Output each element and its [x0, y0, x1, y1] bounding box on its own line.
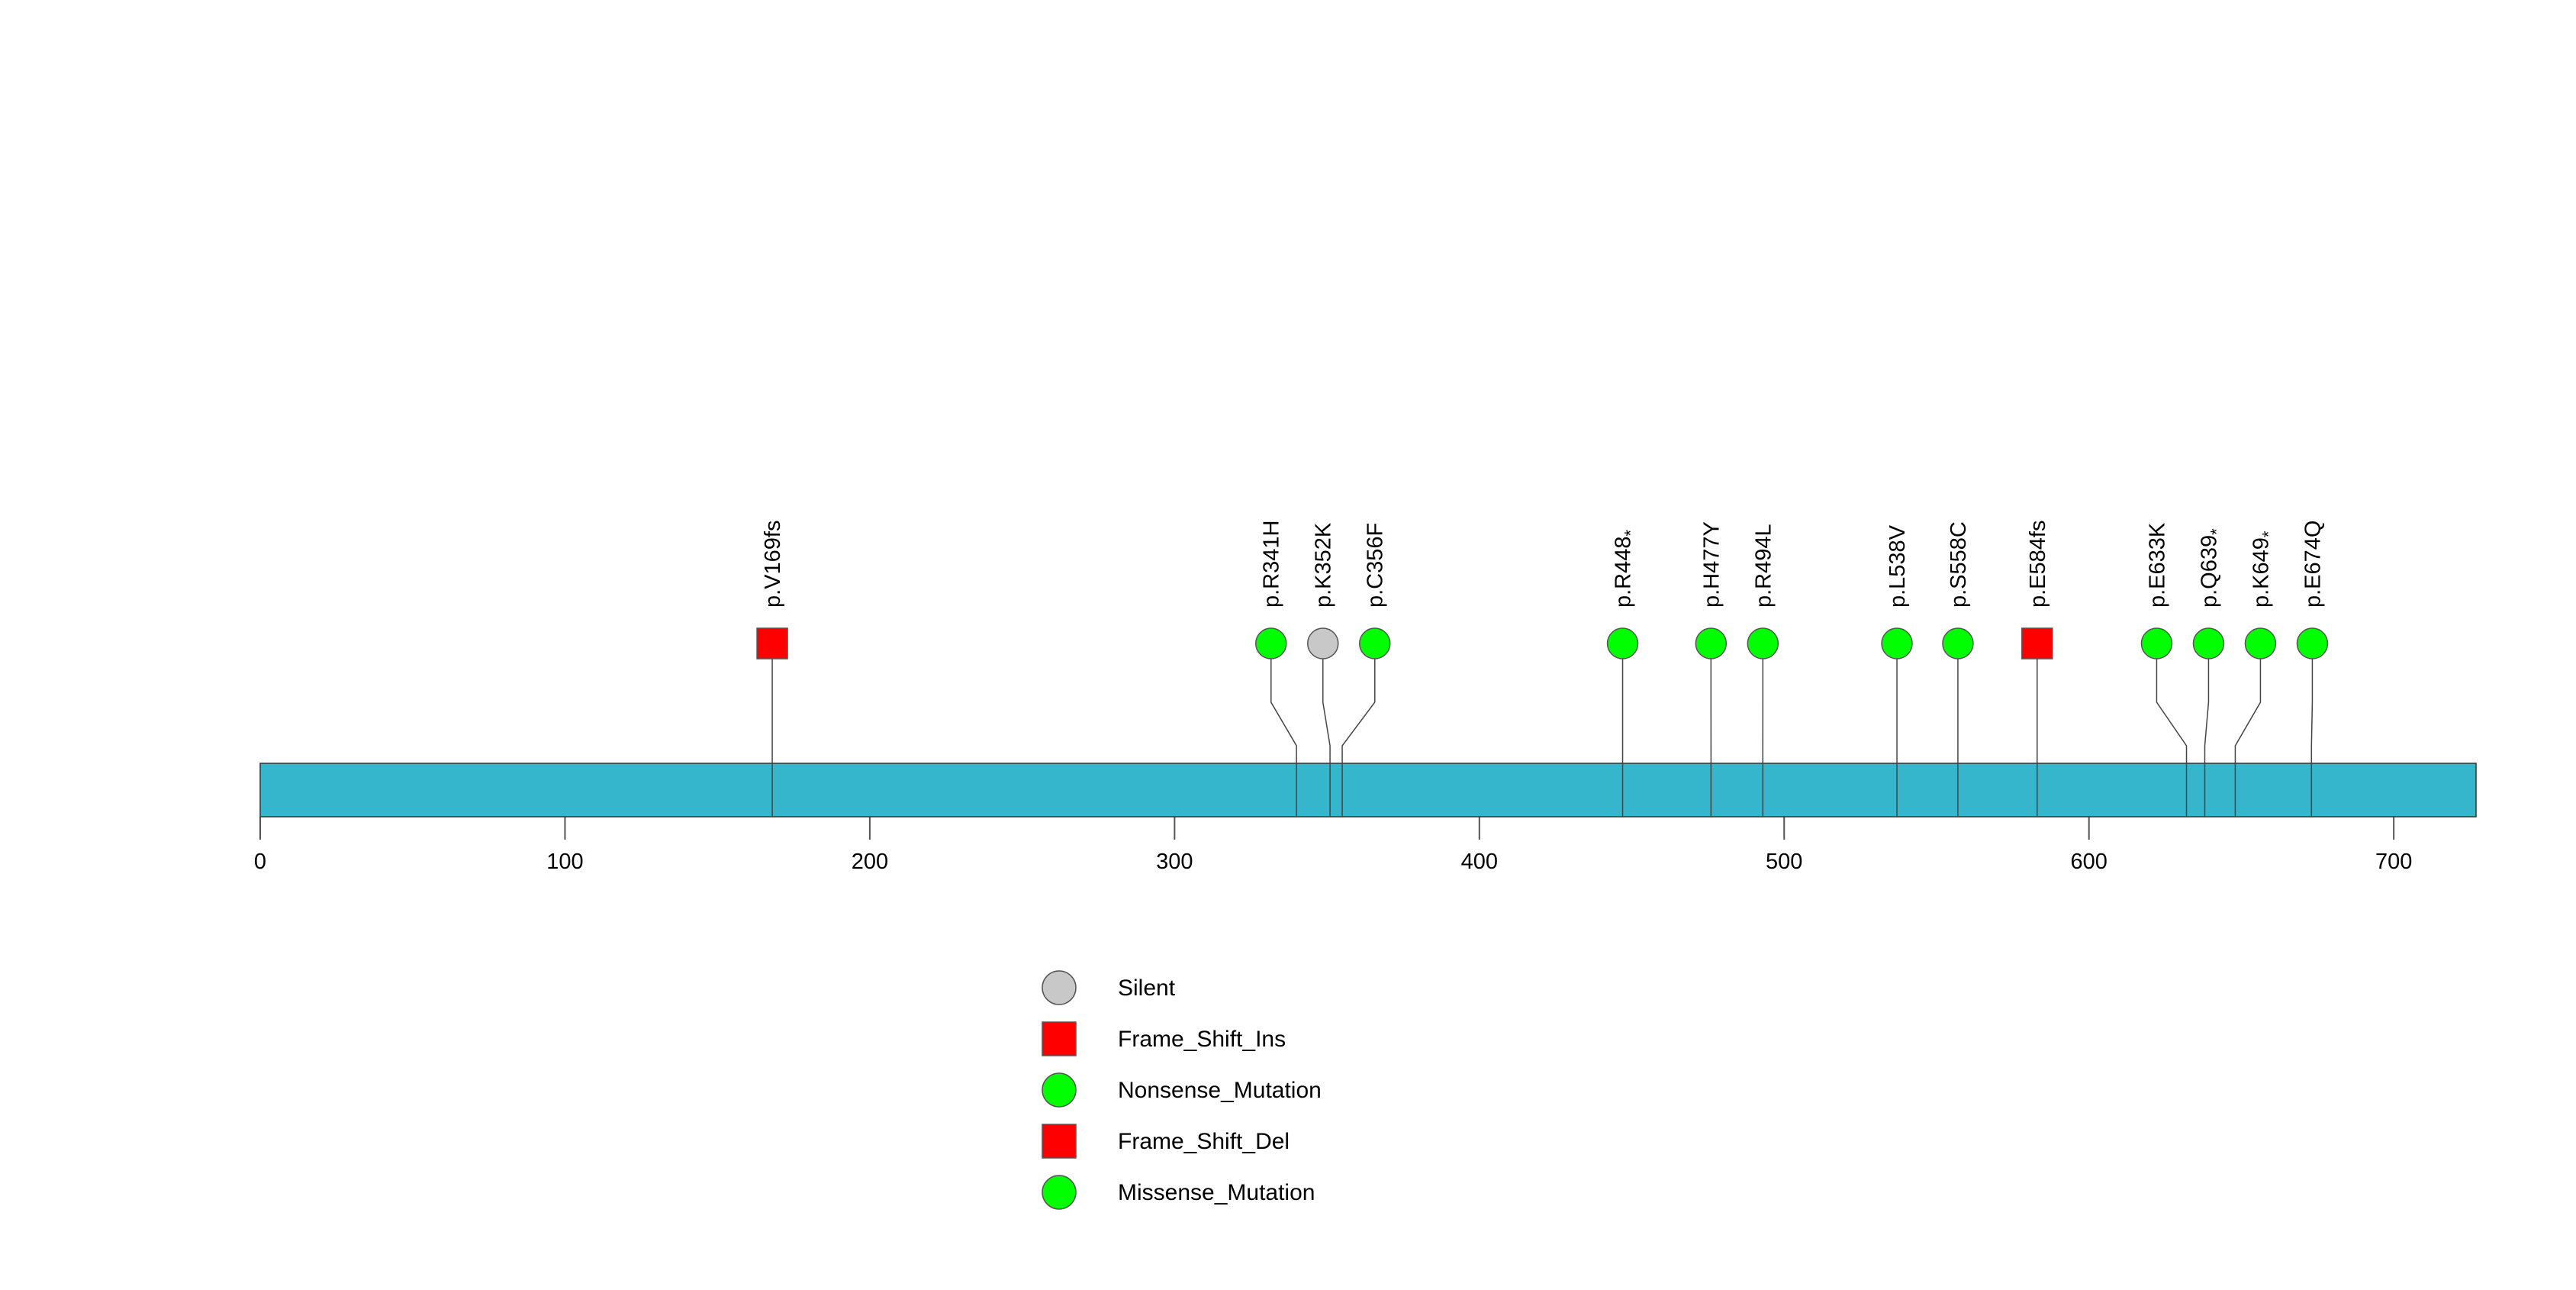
label-text-p-r341h: p.R341H	[1260, 521, 1284, 608]
label-stop-mark-p-k649-stop: *	[2259, 531, 2278, 537]
label-text-p-s558c: p.S558C	[1946, 521, 1971, 608]
stem-p-k352k	[1322, 659, 1331, 817]
legend-label-nonsense-mutation: Nonsense_Mutation	[1118, 1078, 1322, 1103]
label-text-p-k649-stop: p.K649	[2249, 537, 2273, 608]
label-stop-mark-p-r448-stop: *	[1621, 529, 1641, 536]
legend-swatch-nonsense-mutation	[1042, 1072, 1077, 1108]
marker-p-e584fs	[2021, 627, 2053, 660]
marker-p-l538v	[1881, 627, 1913, 660]
x-tick-label-500: 500	[1766, 850, 1802, 874]
label-text-p-e584fs: p.E584fs	[2026, 521, 2050, 608]
label-text-p-h477y: p.H477Y	[1699, 521, 1724, 608]
marker-p-k649-stop	[2244, 627, 2277, 660]
legend-swatch-frame-shift-ins	[1042, 1021, 1077, 1056]
label-stop-mark-p-q639-stop: *	[2207, 528, 2226, 535]
stem-p-e674q	[2310, 659, 2314, 817]
marker-p-r448-stop	[1606, 627, 1639, 660]
label-p-r448-stop: p.R448*	[1612, 529, 1641, 608]
mutation-markers	[756, 627, 2329, 660]
marker-p-h477y	[1695, 627, 1728, 660]
label-text-p-q639-stop: p.Q639	[2197, 535, 2221, 608]
x-tick-label-300: 300	[1156, 850, 1193, 874]
stem-p-q639-stop	[2204, 659, 2210, 817]
legend-swatch-frame-shift-del	[1042, 1124, 1077, 1159]
protein-track	[259, 763, 2477, 818]
x-tick-label-700: 700	[2375, 850, 2412, 874]
label-p-l538v: p.L538V	[1885, 524, 1910, 608]
label-p-k352k: p.K352K	[1312, 522, 1336, 608]
x-tick-label-200: 200	[852, 850, 888, 874]
marker-p-r494l	[1747, 627, 1779, 660]
legend-swatch-missense-mutation	[1042, 1175, 1077, 1210]
label-p-e674q: p.E674Q	[2301, 521, 2325, 608]
marker-p-k352k	[1306, 627, 1339, 660]
x-tick-label-100: 100	[546, 850, 583, 874]
label-text-p-k352k: p.K352K	[1312, 522, 1336, 608]
label-p-c356f: p.C356F	[1364, 523, 1388, 608]
legend-label-frame-shift-del: Frame_Shift_Del	[1118, 1129, 1290, 1154]
legend: Silent Frame_Shift_Ins Nonsense_Mutation Fr…	[1042, 970, 1322, 1210]
label-p-r341h: p.R341H	[1260, 521, 1284, 608]
label-text-p-r448-stop: p.R448	[1612, 536, 1636, 608]
label-p-e584fs: p.E584fs	[2026, 521, 2050, 608]
legend-swatch-silent	[1042, 970, 1077, 1005]
label-text-p-r494l: p.R494L	[1751, 524, 1776, 608]
marker-p-s558c	[1942, 627, 1974, 660]
label-p-s558c: p.S558C	[1946, 521, 1971, 608]
stem-p-r341h	[1270, 659, 1297, 817]
stem-p-e633k	[2156, 659, 2188, 817]
x-tick-label-600: 600	[2071, 850, 2107, 874]
x-tick-label-0: 0	[254, 850, 266, 874]
mutation-labels: p.V169fs p.R341H p.K352K p.C356F p.R448* p.H4…	[761, 521, 2325, 608]
marker-p-e633k	[2140, 627, 2173, 660]
label-p-k649-stop: p.K649*	[2249, 531, 2278, 608]
label-p-h477y: p.H477Y	[1699, 521, 1724, 608]
label-p-q639-stop: p.Q639*	[2197, 528, 2226, 608]
label-p-e633k: p.E633K	[2145, 522, 2169, 608]
stem-p-c356f	[1341, 659, 1376, 817]
mutation-stems	[771, 659, 2314, 817]
legend-label-frame-shift-ins: Frame_Shift_Ins	[1118, 1027, 1286, 1052]
label-p-v169fs: p.V169fs	[761, 521, 785, 608]
marker-p-q639-stop	[2192, 627, 2225, 660]
stem-p-k649-stop	[2234, 659, 2262, 817]
protein-bar	[259, 763, 2477, 818]
x-tick-label-400: 400	[1461, 850, 1498, 874]
label-text-p-e633k: p.E633K	[2145, 522, 2169, 608]
legend-label-silent: Silent	[1118, 976, 1176, 1001]
legend-label-missense-mutation: Missense_Mutation	[1118, 1180, 1315, 1205]
label-text-p-v169fs: p.V169fs	[761, 521, 785, 608]
x-axis: 0 100 200 300 400 500 600 700	[254, 817, 2412, 874]
label-text-p-e674q: p.E674Q	[2301, 521, 2325, 608]
label-text-p-c356f: p.C356F	[1364, 523, 1388, 608]
label-text-p-l538v: p.L538V	[1885, 524, 1910, 608]
marker-p-v169fs	[756, 627, 788, 660]
marker-p-c356f	[1358, 627, 1391, 660]
label-p-r494l: p.R494L	[1751, 524, 1776, 608]
marker-p-e674q	[2296, 627, 2329, 660]
marker-p-r341h	[1254, 627, 1287, 660]
